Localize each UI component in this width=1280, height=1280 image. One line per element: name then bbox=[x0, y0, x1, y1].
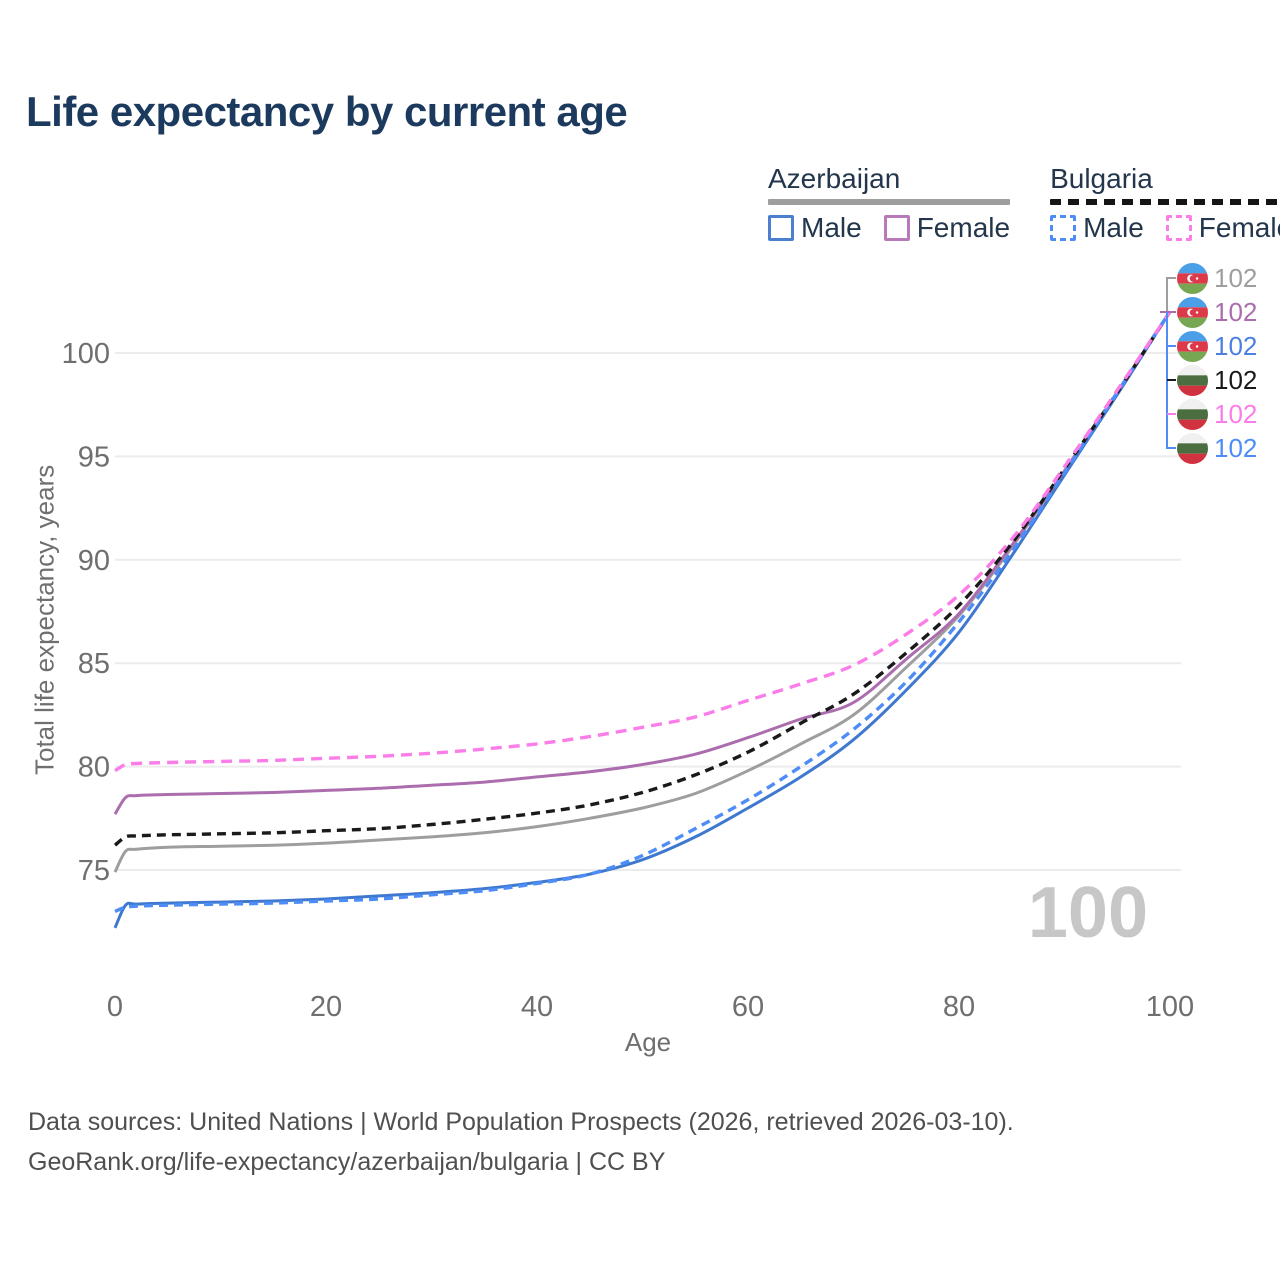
end-value: 102 bbox=[1214, 262, 1258, 293]
end-value: 102 bbox=[1214, 398, 1258, 429]
bulgaria-female-swatch bbox=[1165, 215, 1192, 241]
y-tick-95: 95 bbox=[78, 441, 110, 473]
legend: Azerbaijan Male Female Bulgaria bbox=[768, 163, 1280, 244]
azerbaijan-line-style-swatch bbox=[768, 199, 1011, 205]
end-label-azerbaijan-total: 102 bbox=[1177, 262, 1257, 294]
series-line-bulgaria-male[interactable] bbox=[114, 310, 1172, 913]
x-axis-title: Age bbox=[624, 1027, 672, 1057]
series-line-azerbaijan-male[interactable] bbox=[113, 310, 1172, 929]
y-tick-85: 85 bbox=[78, 648, 110, 680]
end-label-bulgaria-female: 102 bbox=[1177, 398, 1257, 430]
legend-item-label: Male bbox=[801, 212, 862, 243]
x-tick-100: 100 bbox=[1146, 991, 1194, 1023]
series-line-azerbaijan-both-sexes[interactable] bbox=[113, 310, 1172, 873]
y-axis-title: Total life expectancy, years bbox=[29, 464, 60, 776]
legend-item-label: Female bbox=[916, 212, 1011, 243]
azerbaijan-flag-icon bbox=[1177, 262, 1208, 294]
legend-group-azerbaijan: Azerbaijan Male Female bbox=[768, 163, 1011, 244]
bulgaria-flag-icon bbox=[1177, 398, 1208, 430]
legend-country-azerbaijan[interactable]: Azerbaijan bbox=[768, 163, 1011, 205]
legend-item-bulgaria-female[interactable]: Female bbox=[1165, 212, 1280, 244]
x-tick-20: 20 bbox=[310, 991, 342, 1023]
legend-item-azerbaijan-female[interactable]: Female bbox=[883, 212, 1011, 244]
legend-item-bulgaria-male[interactable]: Male bbox=[1050, 212, 1144, 244]
series-line-bulgaria-female[interactable] bbox=[114, 310, 1172, 773]
end-label-bulgaria-male: 102 bbox=[1177, 432, 1257, 464]
end-label-azerbaijan-male: 102 bbox=[1177, 330, 1257, 362]
current-age-indicator: 100 bbox=[1027, 873, 1148, 953]
end-value: 102 bbox=[1214, 330, 1258, 361]
series-line-azerbaijan-female[interactable] bbox=[113, 310, 1172, 816]
end-value: 102 bbox=[1214, 432, 1258, 463]
legend-item-label: Female bbox=[1198, 212, 1280, 243]
azerbaijan-flag-icon bbox=[1177, 296, 1208, 328]
bulgaria-line-style-swatch bbox=[1050, 199, 1280, 205]
x-tick-40: 40 bbox=[521, 991, 553, 1023]
end-label-leader-lines bbox=[1160, 277, 1176, 449]
x-tick-80: 80 bbox=[943, 991, 975, 1023]
bulgaria-male-swatch bbox=[1050, 215, 1077, 241]
end-value: 102 bbox=[1214, 296, 1258, 327]
x-tick-0: 0 bbox=[107, 991, 123, 1023]
end-label-azerbaijan-female: 102 bbox=[1177, 296, 1257, 328]
azerbaijan-male-swatch bbox=[768, 215, 794, 241]
azerbaijan-flag-icon bbox=[1177, 330, 1208, 362]
bulgaria-flag-icon bbox=[1177, 432, 1208, 464]
y-tick-75: 75 bbox=[78, 855, 110, 887]
series-line-bulgaria-both-sexes[interactable] bbox=[113, 310, 1172, 847]
legend-item-azerbaijan-male[interactable]: Male bbox=[768, 212, 862, 244]
y-tick-80: 80 bbox=[78, 752, 110, 784]
bulgaria-flag-icon bbox=[1177, 364, 1208, 396]
legend-country-bulgaria[interactable]: Bulgaria bbox=[1050, 163, 1280, 205]
data-sources-note: Data sources: United Nations | World Pop… bbox=[28, 1108, 1014, 1136]
legend-country-bulgaria-label: Bulgaria bbox=[1050, 163, 1153, 194]
legend-country-azerbaijan-label: Azerbaijan bbox=[768, 163, 901, 194]
page-title: Life expectancy by current age bbox=[26, 88, 628, 135]
attribution-note: GeoRank.org/life-expectancy/azerbaijan/b… bbox=[28, 1148, 666, 1176]
y-tick-90: 90 bbox=[78, 545, 110, 577]
legend-group-bulgaria: Bulgaria Male Female bbox=[1050, 163, 1280, 244]
azerbaijan-female-swatch bbox=[883, 215, 910, 241]
y-tick-100: 100 bbox=[62, 338, 110, 370]
legend-item-label: Male bbox=[1083, 212, 1144, 243]
end-value: 102 bbox=[1214, 364, 1258, 395]
x-tick-60: 60 bbox=[732, 991, 764, 1023]
end-label-bulgaria-total: 102 bbox=[1177, 364, 1257, 396]
